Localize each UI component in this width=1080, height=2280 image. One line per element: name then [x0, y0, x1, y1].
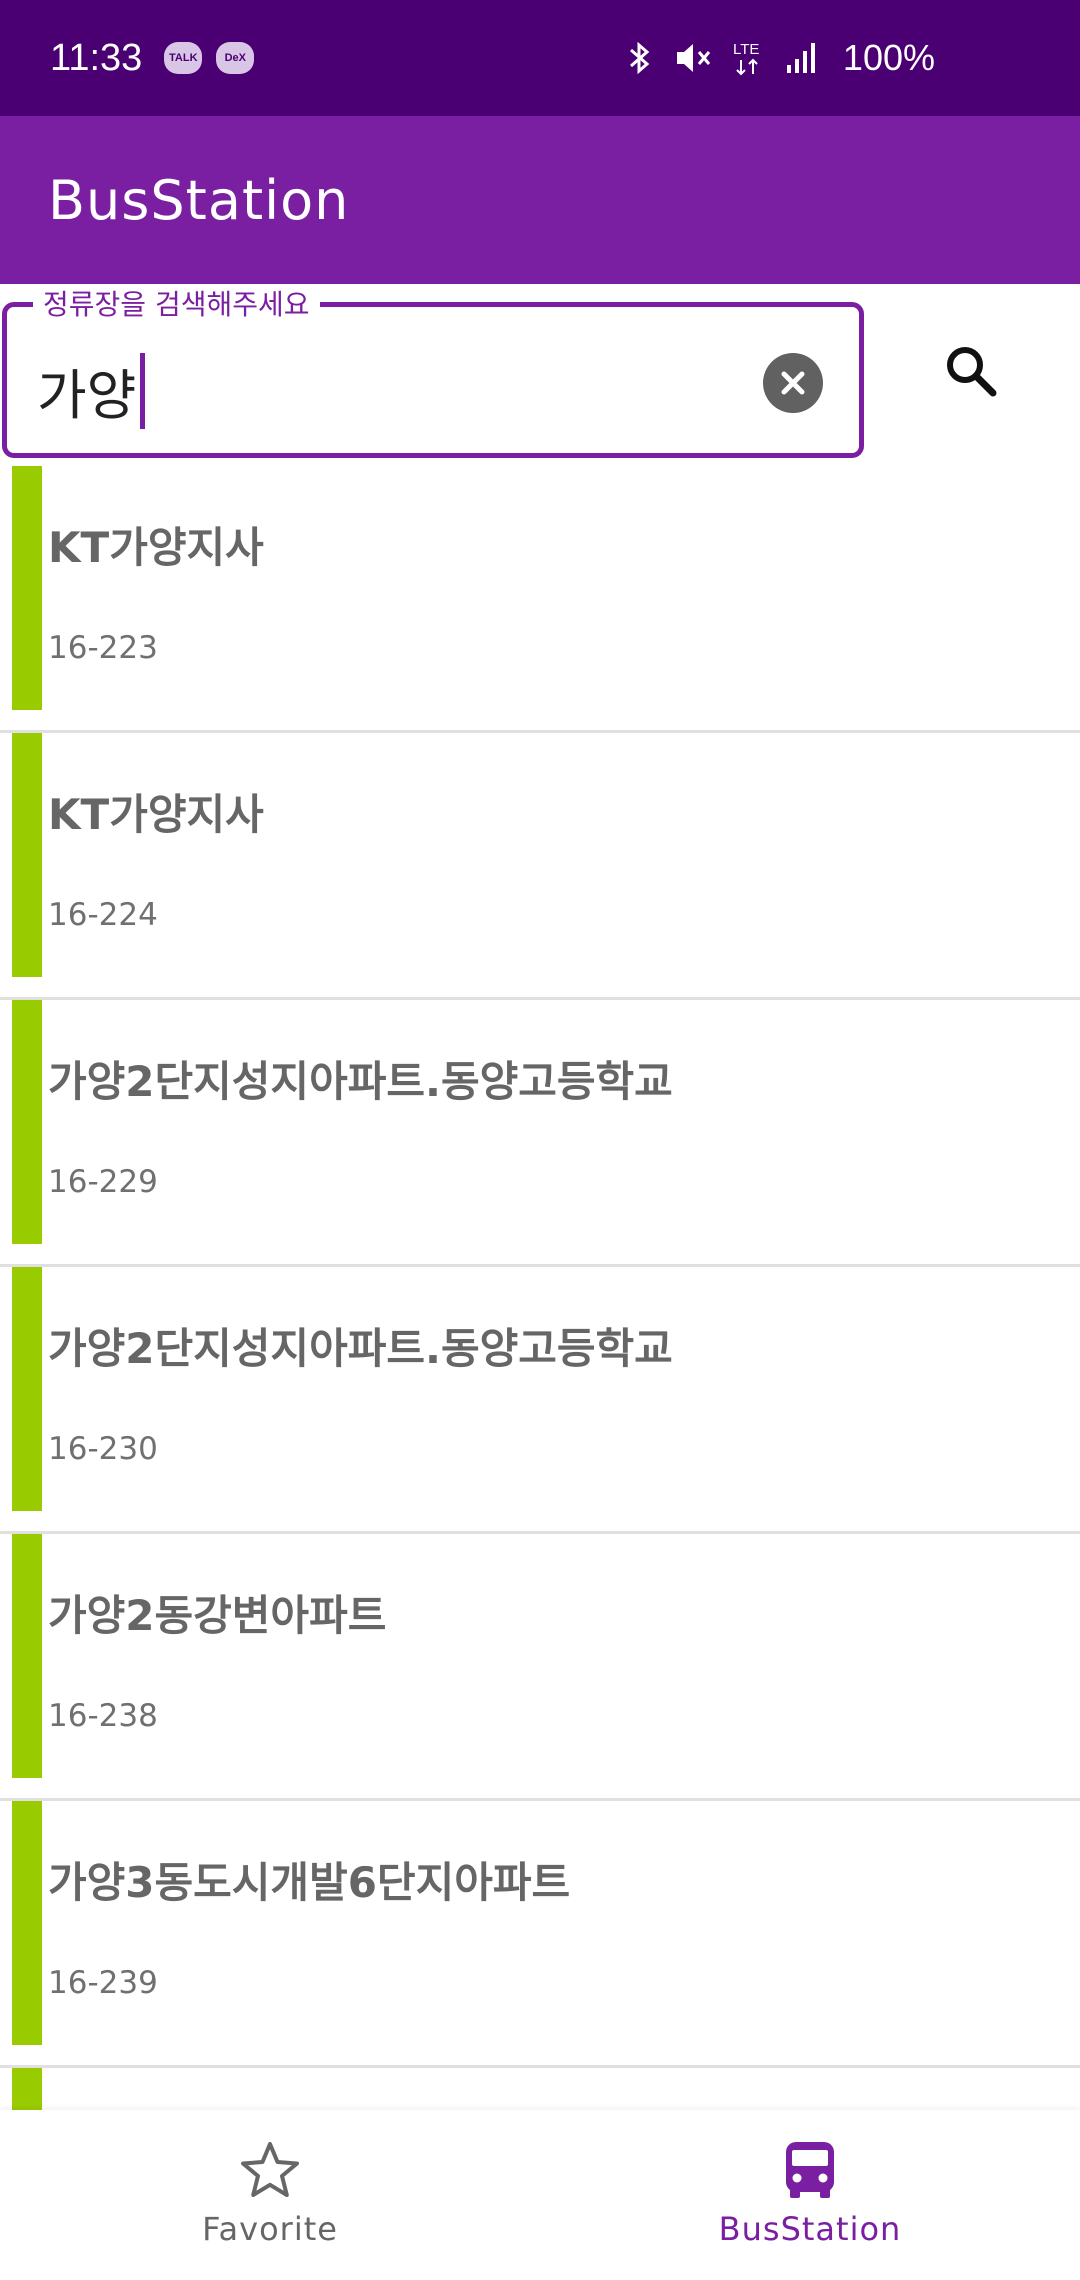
kakaotalk-icon: TALK — [164, 42, 203, 74]
signal-icon — [785, 41, 819, 75]
bluetooth-icon — [625, 40, 655, 76]
app-bar: BusStation — [0, 116, 1080, 284]
list-item[interactable]: 가양2단지성지아파트.동양고등학교 16-229 — [0, 1000, 1080, 1267]
nav-label-favorite: Favorite — [202, 2210, 338, 2248]
station-color-bar — [12, 2068, 42, 2110]
bus-icon — [786, 2142, 834, 2198]
station-id: 16-223 — [48, 630, 158, 666]
station-color-bar — [12, 1000, 42, 1244]
search-label: 정류장을 검색해주세요 — [33, 289, 320, 321]
status-system-icons: LTE 100% — [625, 0, 935, 116]
station-id: 16-229 — [48, 1164, 158, 1200]
mute-icon — [673, 40, 713, 76]
page-title: BusStation — [48, 168, 350, 232]
station-name: 가양2동강변아파트 — [48, 1591, 387, 1640]
status-time: 11:33 — [50, 36, 143, 79]
search-button[interactable] — [935, 335, 1007, 407]
nav-item-favorite[interactable]: Favorite — [0, 2110, 540, 2280]
list-item[interactable]: 가양3동도시개발6단지아파트 16-239 — [0, 1801, 1080, 2068]
nav-item-busstation[interactable]: BusStation — [540, 2110, 1080, 2280]
star-icon — [241, 2142, 299, 2197]
bottom-navigation: Favorite BusStation — [0, 2110, 1080, 2280]
nav-label-busstation: BusStation — [718, 2210, 902, 2248]
status-notification-icons: TALK DeX — [164, 42, 255, 74]
station-name: KT가양지사 — [48, 523, 264, 572]
list-item[interactable]: KT가양지사 16-223 — [0, 466, 1080, 733]
svg-text:LTE: LTE — [733, 41, 759, 58]
station-id: 16-239 — [48, 1965, 158, 2001]
list-item[interactable]: 가양2단지성지아파트.동양고등학교 16-230 — [0, 1267, 1080, 1534]
dex-icon: DeX — [216, 42, 255, 74]
clear-icon — [781, 371, 805, 395]
station-name: KT가양지사 — [48, 790, 264, 839]
search-icon — [947, 347, 997, 397]
station-id: 16-238 — [48, 1698, 158, 1734]
list-item[interactable]: 가양2동강변아파트 16-238 — [0, 1534, 1080, 1801]
station-id: 16-224 — [48, 897, 158, 933]
clear-button[interactable] — [763, 353, 823, 413]
station-color-bar — [12, 466, 42, 710]
text-caret — [140, 352, 146, 429]
station-color-bar — [12, 733, 42, 977]
lte-icon: LTE — [731, 38, 767, 78]
list-item[interactable]: KT가양지사 16-224 — [0, 733, 1080, 1000]
list-item[interactable] — [0, 2068, 1080, 2110]
status-bar: 11:33 TALK DeX LTE 100% — [0, 0, 1080, 116]
search-input[interactable]: 정류장을 검색해주세요 가양 — [2, 289, 864, 458]
station-color-bar — [12, 1267, 42, 1511]
search-value[interactable]: 가양 — [37, 351, 146, 430]
station-list[interactable]: KT가양지사 16-223 KT가양지사 16-224 가양2단지성지아파트.동… — [0, 466, 1080, 2110]
station-name: 가양2단지성지아파트.동양고등학교 — [48, 1324, 673, 1373]
station-name: 가양2단지성지아파트.동양고등학교 — [48, 1057, 673, 1106]
station-color-bar — [12, 1534, 42, 1778]
battery-level: 100% — [842, 37, 935, 78]
search-text: 가양 — [37, 364, 137, 427]
station-color-bar — [12, 1801, 42, 2045]
station-id: 16-230 — [48, 1431, 158, 1467]
station-name: 가양3동도시개발6단지아파트 — [48, 1858, 571, 1907]
